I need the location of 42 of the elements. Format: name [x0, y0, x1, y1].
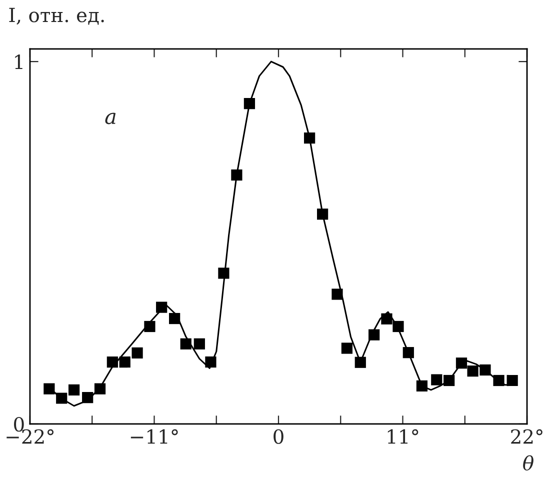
point: [368, 329, 380, 340]
point: [493, 374, 504, 386]
x-tick-label: 11°: [388, 429, 418, 444]
point: [82, 392, 94, 404]
point: [480, 364, 491, 376]
x-axis-title: θ: [523, 455, 534, 470]
point: [132, 347, 143, 359]
point: [244, 98, 256, 110]
point: [332, 288, 343, 300]
point: [506, 374, 518, 386]
y-tick-label: 1: [15, 54, 22, 69]
point: [106, 356, 118, 368]
point: [381, 313, 392, 324]
point: [392, 320, 404, 332]
point: [169, 312, 180, 324]
point: [44, 383, 55, 394]
point: [205, 356, 216, 368]
point: [354, 356, 366, 368]
point: [144, 320, 156, 332]
y-axis-title: I, отн. ед.: [9, 8, 104, 25]
x-tick-label: −11°: [130, 429, 178, 444]
point: [156, 302, 168, 313]
point: [194, 338, 205, 350]
point: [304, 132, 316, 144]
point: [231, 169, 242, 181]
point: [119, 356, 130, 368]
point: [68, 384, 80, 396]
point: [180, 338, 192, 350]
x-tick-label: 22°: [511, 429, 542, 444]
point: [56, 392, 68, 404]
point: [444, 374, 455, 386]
annotation: a: [105, 112, 116, 124]
point: [456, 358, 468, 369]
point: [316, 208, 328, 220]
x-tick-label: 0: [274, 429, 284, 444]
point: [218, 268, 230, 279]
point: [94, 383, 106, 394]
point: [431, 374, 442, 386]
point: [416, 380, 428, 392]
point: [467, 366, 478, 377]
point: [402, 347, 414, 358]
point: [341, 342, 353, 354]
